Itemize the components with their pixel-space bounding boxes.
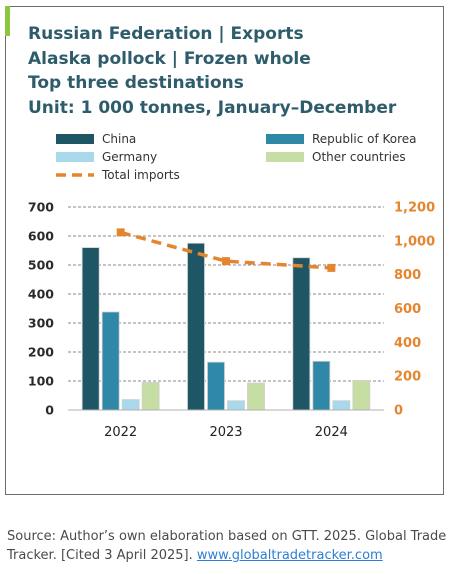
legend-swatch-china xyxy=(56,134,94,144)
y-right-tick-400: 400 xyxy=(394,336,421,351)
title-line-3: Top three destinations xyxy=(28,73,244,94)
y-right-tick-800: 800 xyxy=(394,268,421,283)
accent-bar xyxy=(5,6,10,36)
y-right-tick-0: 0 xyxy=(394,404,403,419)
point-total-imports-2023 xyxy=(222,257,230,266)
source-note: Source: Author’s own elaboration based o… xyxy=(7,527,447,565)
y-left-tick-0: 0 xyxy=(45,403,54,418)
y-left-tick-700: 700 xyxy=(28,200,54,215)
bar-germany-2023 xyxy=(227,400,245,411)
legend-label-other-countries: Other countries xyxy=(312,150,406,164)
bar-germany-2022 xyxy=(121,399,140,411)
bar-other-countries-2022 xyxy=(141,382,160,411)
legend: China Republic of Korea Germany Other count… xyxy=(56,132,417,182)
y-left-tick-600: 600 xyxy=(28,229,54,244)
legend-label-republic-of-korea: Republic of Korea xyxy=(312,132,417,146)
title-line-2: Alaska pollock | Frozen whole xyxy=(28,48,311,69)
y-left-tick-200: 200 xyxy=(28,345,54,360)
legend-swatch-republic-of-korea xyxy=(266,134,304,144)
x-tick-2023: 2023 xyxy=(209,425,242,440)
bar-china-2024 xyxy=(292,257,311,411)
bar-republic-of-korea-2023 xyxy=(207,361,225,411)
bar-china-2022 xyxy=(81,247,100,411)
legend-swatch-germany xyxy=(56,152,94,162)
y-right-tick-600: 600 xyxy=(394,302,421,317)
bar-china-2023 xyxy=(187,242,205,411)
y-right-tick-1200: 1,200 xyxy=(394,201,435,216)
bar-germany-2024 xyxy=(332,400,351,411)
y-right-tick-200: 200 xyxy=(394,370,421,385)
source-link[interactable]: www.globaltradetracker.com xyxy=(196,548,383,563)
point-total-imports-2024 xyxy=(327,263,336,272)
legend-label-china: China xyxy=(102,132,136,146)
x-tick-2022: 2022 xyxy=(104,425,137,440)
y-left-tick-400: 400 xyxy=(28,287,54,302)
source-text: Source: Author’s own elaboration based o… xyxy=(7,529,447,563)
bar-republic-of-korea-2022 xyxy=(101,311,120,411)
axes: 0 100 200 300 400 500 600 700 0 200 400 600 800 1,000… xyxy=(28,200,435,441)
chart-title: Russian Federation | Exports Alaska poll… xyxy=(28,22,396,120)
total-imports-line xyxy=(116,228,336,272)
point-total-imports-2022 xyxy=(116,228,125,237)
title-line-4: Unit: 1 000 tonnes, January–December xyxy=(28,97,397,118)
title-line-1: Russian Federation | Exports xyxy=(28,24,304,44)
bar-republic-of-korea-2024 xyxy=(312,360,331,411)
y-left-tick-100: 100 xyxy=(28,374,54,389)
chart-frame xyxy=(5,6,444,495)
legend-label-total-imports: Total imports xyxy=(101,168,180,182)
legend-swatch-other-countries xyxy=(266,152,304,162)
bar-other-countries-2024 xyxy=(352,380,371,411)
y-left-tick-300: 300 xyxy=(28,316,54,331)
y-right-tick-1000: 1,000 xyxy=(394,234,435,249)
line-total-imports xyxy=(120,230,332,270)
x-tick-2024: 2024 xyxy=(315,425,348,440)
bar-other-countries-2023 xyxy=(247,382,265,411)
chart-svg: China Republic of Korea Germany Other count… xyxy=(28,132,435,441)
legend-label-germany: Germany xyxy=(102,150,157,164)
y-left-tick-500: 500 xyxy=(28,258,54,273)
